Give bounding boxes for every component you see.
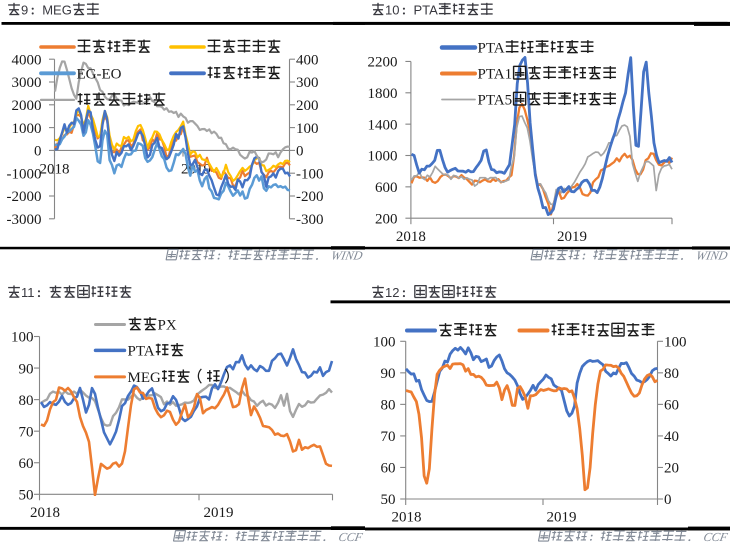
svg-text:90: 90 bbox=[381, 366, 396, 382]
svg-text:200: 200 bbox=[296, 98, 319, 114]
svg-text:90: 90 bbox=[19, 361, 34, 377]
svg-text:11: 11 bbox=[21, 285, 35, 300]
svg-text:40: 40 bbox=[664, 429, 679, 445]
svg-text:10: 10 bbox=[385, 3, 399, 18]
svg-text:CCF: CCF bbox=[702, 530, 729, 544]
svg-text:70: 70 bbox=[381, 429, 396, 445]
svg-text:9: 9 bbox=[21, 3, 28, 18]
svg-text:80: 80 bbox=[381, 398, 396, 414]
svg-text:70: 70 bbox=[19, 424, 34, 440]
svg-text:2019: 2019 bbox=[547, 510, 577, 526]
svg-text:2018: 2018 bbox=[392, 510, 422, 526]
svg-text:2000: 2000 bbox=[12, 98, 42, 114]
svg-text:2018: 2018 bbox=[30, 505, 60, 521]
svg-text:100: 100 bbox=[664, 335, 687, 351]
svg-text:2200: 2200 bbox=[368, 55, 398, 71]
svg-text:600: 600 bbox=[375, 180, 398, 196]
svg-text:100: 100 bbox=[296, 121, 319, 137]
svg-text:1800: 1800 bbox=[368, 86, 398, 102]
svg-text:0: 0 bbox=[34, 144, 42, 160]
svg-text:50: 50 bbox=[19, 488, 34, 504]
svg-text:-2000: -2000 bbox=[7, 189, 42, 205]
svg-text:4000: 4000 bbox=[12, 52, 42, 68]
svg-text:2019: 2019 bbox=[557, 229, 587, 245]
svg-text:-200: -200 bbox=[296, 189, 324, 205]
svg-text:60: 60 bbox=[664, 398, 679, 414]
svg-text:CCF: CCF bbox=[337, 530, 364, 544]
svg-text:0: 0 bbox=[296, 144, 304, 160]
svg-text:MEG: MEG bbox=[128, 370, 162, 386]
svg-text:300: 300 bbox=[296, 75, 319, 91]
svg-text:80: 80 bbox=[664, 366, 679, 382]
svg-text:60: 60 bbox=[19, 456, 34, 472]
svg-text:PTA5: PTA5 bbox=[478, 93, 513, 109]
svg-text:-300: -300 bbox=[296, 212, 324, 228]
svg-text:PTA: PTA bbox=[478, 41, 505, 57]
svg-text:0: 0 bbox=[664, 492, 672, 508]
svg-text:12: 12 bbox=[385, 285, 399, 300]
svg-text:100: 100 bbox=[373, 335, 396, 351]
svg-text:50: 50 bbox=[381, 492, 396, 508]
svg-text:200: 200 bbox=[375, 211, 398, 227]
svg-text:2019: 2019 bbox=[204, 505, 234, 521]
svg-text:3000: 3000 bbox=[12, 75, 42, 91]
svg-text:20: 20 bbox=[664, 461, 679, 477]
svg-text:400: 400 bbox=[296, 52, 319, 68]
svg-text:MEG: MEG bbox=[42, 3, 72, 18]
svg-text:PTA: PTA bbox=[128, 344, 155, 360]
svg-text:EG-EO: EG-EO bbox=[77, 67, 122, 83]
svg-text:1400: 1400 bbox=[368, 117, 398, 133]
svg-text:PX: PX bbox=[158, 318, 177, 334]
svg-text:1000: 1000 bbox=[12, 121, 42, 137]
svg-text:-100: -100 bbox=[296, 166, 324, 182]
svg-text:PTA: PTA bbox=[413, 3, 438, 18]
svg-text:WIND: WIND bbox=[695, 249, 729, 263]
svg-text:2018: 2018 bbox=[40, 161, 70, 177]
svg-text:80: 80 bbox=[19, 393, 34, 409]
svg-text:-1000: -1000 bbox=[7, 166, 42, 182]
svg-text:WIND: WIND bbox=[330, 249, 364, 263]
svg-text:PTA1: PTA1 bbox=[478, 67, 513, 83]
svg-text:60: 60 bbox=[381, 461, 396, 477]
svg-text:100: 100 bbox=[11, 330, 34, 346]
svg-text:1000: 1000 bbox=[368, 149, 398, 165]
svg-text:-3000: -3000 bbox=[7, 212, 42, 228]
svg-text:2018: 2018 bbox=[396, 229, 426, 245]
